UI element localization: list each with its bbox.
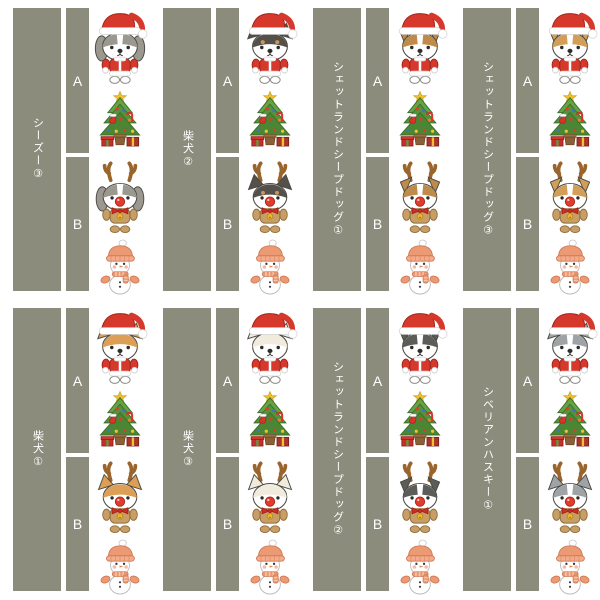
snowman-icon (93, 237, 147, 297)
breed-label: シーズー③ (31, 117, 44, 182)
snowman-icon (543, 237, 597, 297)
variant-a-label: A (72, 372, 83, 389)
breed-label-bar: シベリアンハスキー① (463, 308, 511, 591)
reindeer-dog-icon (242, 158, 298, 236)
breed-label-bar: シェットランドシープドッグ① (313, 8, 361, 291)
christmas-tree-icon (92, 90, 148, 152)
breed-label: シベリアンハスキー① (481, 386, 494, 513)
breed-label: シェットランドシープドッグ② (331, 361, 344, 538)
variant-a-label: A (222, 72, 233, 89)
variant-b-label: B (522, 216, 533, 232)
snowman-icon (543, 537, 597, 597)
snowman-icon (243, 237, 297, 297)
christmas-tree-icon (92, 390, 148, 452)
variant-a-box: A (216, 8, 239, 153)
variant-b-box: B (216, 157, 239, 291)
christmas-tree-icon (542, 90, 598, 152)
variant-b-label: B (222, 516, 233, 532)
breed-design-cell: シェットランドシープドッグ② A B (300, 300, 450, 600)
breed-label: シェットランドシープドッグ③ (481, 61, 494, 238)
breed-label-bar: 柴犬② (163, 8, 211, 291)
variant-b-box: B (516, 457, 539, 591)
variant-b-box: B (66, 157, 89, 291)
breed-design-cell: 柴犬② A B (150, 0, 300, 300)
santa-dog-icon (241, 5, 299, 88)
breed-label-bar: シェットランドシープドッグ③ (463, 8, 511, 291)
breed-design-cell: シェットランドシープドッグ③ A B (450, 0, 600, 300)
breed-label: 柴犬② (181, 129, 194, 170)
christmas-tree-icon (392, 90, 448, 152)
variant-a-label: A (372, 372, 383, 389)
snowman-icon (393, 537, 447, 597)
variant-b-label: B (222, 216, 233, 232)
variant-a-box: A (66, 8, 89, 153)
variant-a-box: A (516, 8, 539, 153)
santa-dog-icon (541, 5, 599, 88)
variant-a-box: A (66, 308, 89, 453)
variant-b-box: B (366, 157, 389, 291)
variant-a-label: A (372, 72, 383, 89)
christmas-tree-icon (542, 390, 598, 452)
breed-label-bar: 柴犬① (13, 308, 61, 591)
reindeer-dog-icon (392, 458, 448, 536)
breed-label-bar: 柴犬③ (163, 308, 211, 591)
variant-b-box: B (366, 457, 389, 591)
reindeer-dog-icon (242, 458, 298, 536)
variant-b-label: B (372, 216, 383, 232)
breed-label: 柴犬① (31, 429, 44, 470)
variant-a-box: A (516, 308, 539, 453)
santa-dog-icon (541, 305, 599, 388)
breed-label-bar: シェットランドシープドッグ② (313, 308, 361, 591)
variant-b-label: B (72, 516, 83, 532)
variant-b-label: B (372, 516, 383, 532)
reindeer-dog-icon (542, 458, 598, 536)
reindeer-dog-icon (542, 158, 598, 236)
breed-label: 柴犬③ (181, 429, 194, 470)
breed-design-cell: シーズー③ A B (0, 0, 150, 300)
snowman-icon (393, 237, 447, 297)
reindeer-dog-icon (92, 458, 148, 536)
variant-a-label: A (522, 72, 533, 89)
breed-label-bar: シーズー③ (13, 8, 61, 291)
breed-label: シェットランドシープドッグ① (331, 61, 344, 238)
variant-b-label: B (522, 516, 533, 532)
reindeer-dog-icon (92, 158, 148, 236)
variant-a-label: A (522, 372, 533, 389)
santa-dog-icon (391, 5, 449, 88)
variant-b-label: B (72, 216, 83, 232)
variant-a-label: A (222, 372, 233, 389)
santa-dog-icon (241, 305, 299, 388)
santa-dog-icon (91, 5, 149, 88)
breed-design-cell: シェットランドシープドッグ① A B (300, 0, 450, 300)
christmas-tree-icon (392, 390, 448, 452)
breed-design-cell: シベリアンハスキー① A B (450, 300, 600, 600)
variant-a-box: A (216, 308, 239, 453)
variant-b-box: B (516, 157, 539, 291)
christmas-tree-icon (242, 90, 298, 152)
variant-a-box: A (366, 8, 389, 153)
santa-dog-icon (391, 305, 449, 388)
variant-a-box: A (366, 308, 389, 453)
snowman-icon (243, 537, 297, 597)
breed-design-cell: 柴犬③ A B (150, 300, 300, 600)
variant-b-box: B (66, 457, 89, 591)
reindeer-dog-icon (392, 158, 448, 236)
breed-design-cell: 柴犬① A B (0, 300, 150, 600)
variant-a-label: A (72, 72, 83, 89)
snowman-icon (93, 537, 147, 597)
santa-dog-icon (91, 305, 149, 388)
variant-b-box: B (216, 457, 239, 591)
christmas-tree-icon (242, 390, 298, 452)
